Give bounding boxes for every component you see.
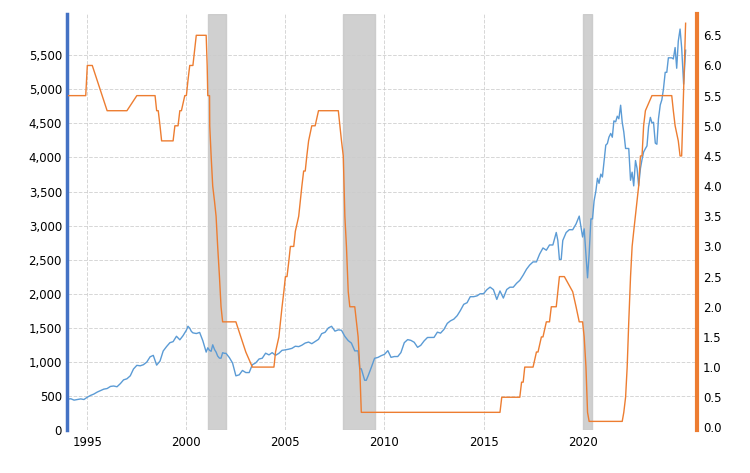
- Bar: [209, 14, 226, 430]
- Bar: [583, 14, 592, 430]
- Bar: [343, 14, 374, 430]
